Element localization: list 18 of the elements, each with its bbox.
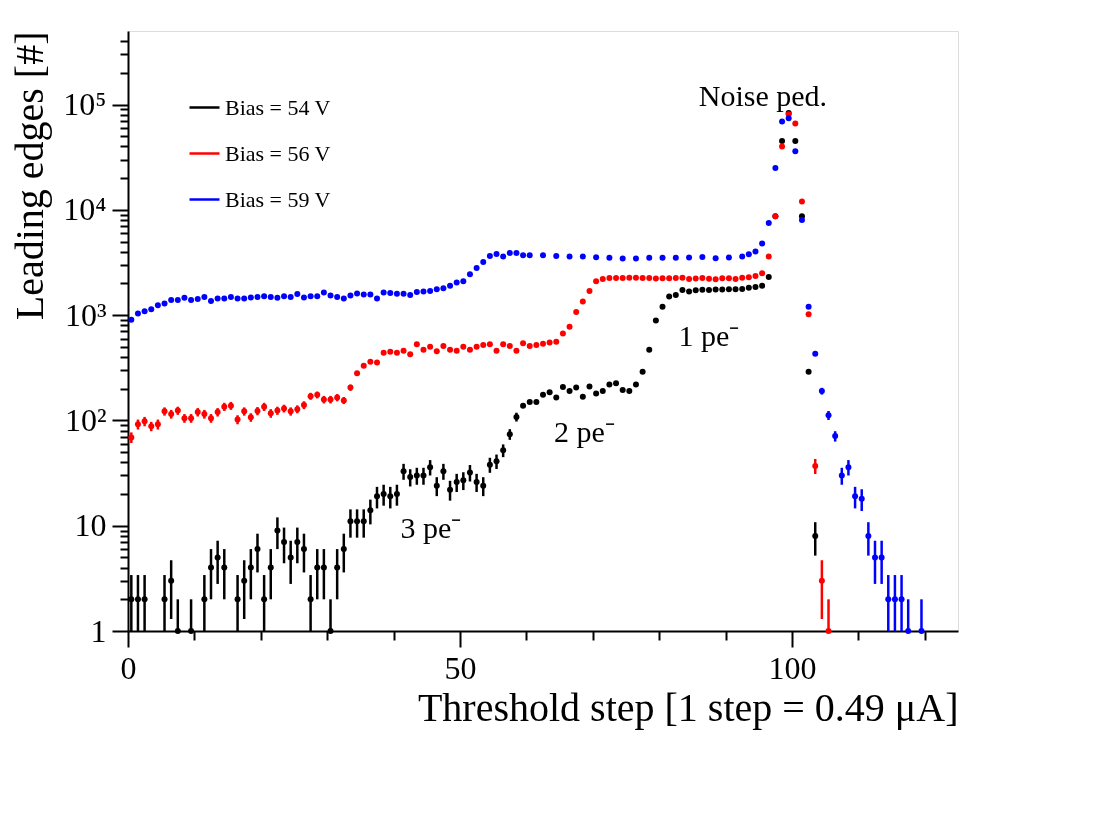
- legend-label: Bias = 56 V: [225, 140, 331, 166]
- y-tick-label: 10³: [64, 296, 107, 333]
- x-tick-label: 0: [120, 649, 137, 686]
- y-tick-label: 10⁴: [63, 191, 107, 228]
- annotation: 3 pe⁻: [400, 511, 462, 544]
- x-tick-label: 100: [768, 649, 817, 686]
- x-axis-title: Threshold step [1 step = 0.49 μA]: [417, 684, 959, 730]
- y-axis-title: Leading edges [#]: [7, 31, 53, 321]
- annotation: 2 pe⁻: [554, 415, 615, 448]
- annotation: Noise ped.: [698, 79, 828, 112]
- legend-label: Bias = 54 V: [225, 94, 331, 120]
- legend-label: Bias = 59 V: [225, 186, 331, 212]
- x-tick-label: 50: [444, 649, 477, 686]
- y-tick-label: 1: [90, 612, 107, 649]
- y-tick-label: 10⁵: [63, 86, 107, 123]
- y-tick-label: 10: [74, 507, 107, 544]
- annotation: 1 pe⁻: [678, 319, 740, 352]
- y-tick-label: 10²: [64, 401, 107, 438]
